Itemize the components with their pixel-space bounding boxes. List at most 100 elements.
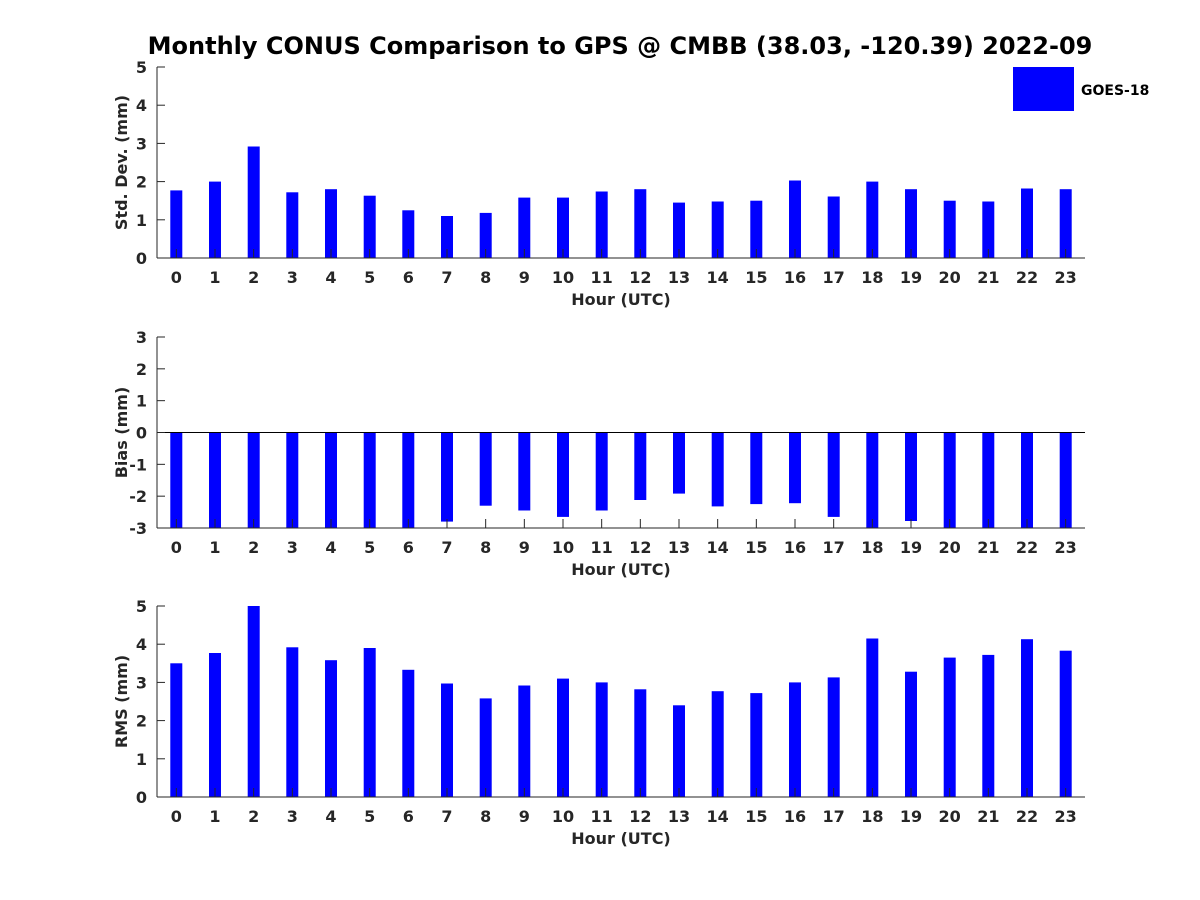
bar-rms-hour-21: [982, 654, 995, 797]
x-tick-label: 13: [668, 268, 690, 287]
x-tick-label: 7: [441, 268, 452, 287]
x-tick-label: 20: [939, 807, 961, 826]
y-tick-label: 0: [136, 788, 147, 807]
legend-swatch-goes-18: [1013, 67, 1074, 111]
x-tick-label: 10: [552, 268, 574, 287]
bar-bias-hour-2: [247, 432, 260, 528]
bar-bias-hour-17: [827, 432, 840, 517]
y-tick-label: 1: [136, 211, 147, 230]
x-tick-label: 21: [977, 268, 999, 287]
bar-bias-hour-12: [634, 432, 647, 500]
bar-bias-hour-9: [518, 432, 531, 511]
x-tick-label: 21: [977, 538, 999, 557]
bar-rms-hour-5: [363, 648, 376, 797]
bar-rms-hour-1: [209, 653, 221, 797]
x-tick-label: 14: [707, 268, 729, 287]
bar-rms-hour-22: [1021, 639, 1033, 797]
x-tick-label: 5: [364, 268, 375, 287]
x-tick-label: 2: [248, 538, 259, 557]
legend: GOES-18: [1013, 67, 1149, 111]
x-tick-label: 0: [171, 268, 182, 287]
y-tick-label: 5: [136, 597, 147, 616]
x-tick-label: 8: [480, 807, 491, 826]
bar-std-dev-hour-2: [247, 146, 260, 258]
y-tick-label: -3: [129, 519, 147, 538]
bar-rms-hour-3: [286, 647, 299, 797]
bar-bias-hour-20: [943, 432, 956, 528]
y-tick-label: 3: [136, 328, 147, 347]
bar-std-dev-hour-14: [711, 201, 724, 258]
y-tick-label: 0: [136, 424, 147, 443]
bar-bias-hour-11: [595, 432, 608, 511]
x-tick-label: 9: [519, 538, 530, 557]
bar-rms-hour-10: [557, 678, 569, 797]
x-tick-label: 17: [823, 268, 845, 287]
x-tick-label: 8: [480, 538, 491, 557]
bar-bias-hour-21: [982, 432, 995, 528]
x-tick-label: 17: [823, 538, 845, 557]
x-tick-label: 9: [519, 807, 530, 826]
bar-std-dev-hour-12: [634, 189, 647, 258]
bar-bias-hour-8: [479, 432, 492, 506]
bar-rms-hour-23: [1059, 650, 1072, 797]
x-tick-label: 13: [668, 807, 690, 826]
x-tick-label: 1: [209, 538, 220, 557]
y-tick-label: 0: [136, 249, 147, 268]
bar-std-dev-hour-20: [943, 200, 956, 258]
x-tick-label: 9: [519, 268, 530, 287]
bar-bias-hour-14: [711, 432, 724, 507]
x-tick-label: 22: [1016, 538, 1038, 557]
legend-label-goes-18: GOES-18: [1081, 83, 1149, 99]
bar-rms-hour-20: [943, 657, 956, 797]
bar-std-dev-hour-21: [982, 201, 995, 258]
bar-bias-hour-7: [441, 432, 453, 522]
bar-bias-hour-5: [363, 432, 376, 528]
bar-std-dev-hour-8: [479, 212, 492, 258]
x-tick-label: 23: [1055, 807, 1077, 826]
x-tick-label: 6: [403, 807, 414, 826]
x-tick-label: 6: [403, 268, 414, 287]
bar-std-dev-hour-10: [557, 197, 569, 258]
y-axis-label: RMS (mm): [112, 655, 131, 748]
bar-rms-hour-17: [827, 677, 840, 797]
x-tick-label: 17: [823, 807, 845, 826]
y-axis-label: Std. Dev. (mm): [112, 95, 131, 230]
bar-std-dev-hour-6: [402, 210, 415, 259]
x-tick-label: 22: [1016, 268, 1038, 287]
bar-std-dev-hour-0: [170, 190, 183, 258]
x-tick-label: 19: [900, 807, 922, 826]
x-tick-label: 1: [209, 807, 220, 826]
bar-rms-hour-0: [170, 663, 183, 797]
bar-std-dev-hour-11: [595, 191, 608, 258]
figure-title: Monthly CONUS Comparison to GPS @ CMBB (…: [148, 32, 1093, 60]
y-tick-label: 4: [136, 635, 147, 654]
bar-std-dev-hour-18: [866, 181, 879, 258]
x-tick-label: 18: [861, 807, 883, 826]
bar-std-dev-hour-4: [325, 189, 337, 258]
x-tick-label: 16: [784, 268, 806, 287]
bar-std-dev-hour-17: [827, 196, 840, 258]
y-tick-label: -2: [129, 487, 147, 506]
bar-bias-hour-13: [673, 432, 685, 494]
y-tick-label: 2: [136, 173, 147, 192]
bar-std-dev-hour-15: [750, 200, 763, 258]
x-tick-label: 23: [1055, 538, 1077, 557]
x-tick-label: 2: [248, 268, 259, 287]
x-tick-label: 15: [745, 807, 767, 826]
x-tick-label: 15: [745, 538, 767, 557]
x-tick-label: 10: [552, 807, 574, 826]
y-tick-label: 1: [136, 392, 147, 411]
x-tick-label: 4: [325, 807, 336, 826]
x-tick-label: 19: [900, 268, 922, 287]
x-tick-label: 20: [939, 268, 961, 287]
bar-std-dev-hour-1: [209, 181, 221, 258]
bar-std-dev-hour-5: [363, 195, 376, 258]
y-tick-label: 5: [136, 58, 147, 77]
bar-rms-hour-4: [325, 660, 337, 797]
x-tick-label: 8: [480, 268, 491, 287]
x-tick-label: 22: [1016, 807, 1038, 826]
